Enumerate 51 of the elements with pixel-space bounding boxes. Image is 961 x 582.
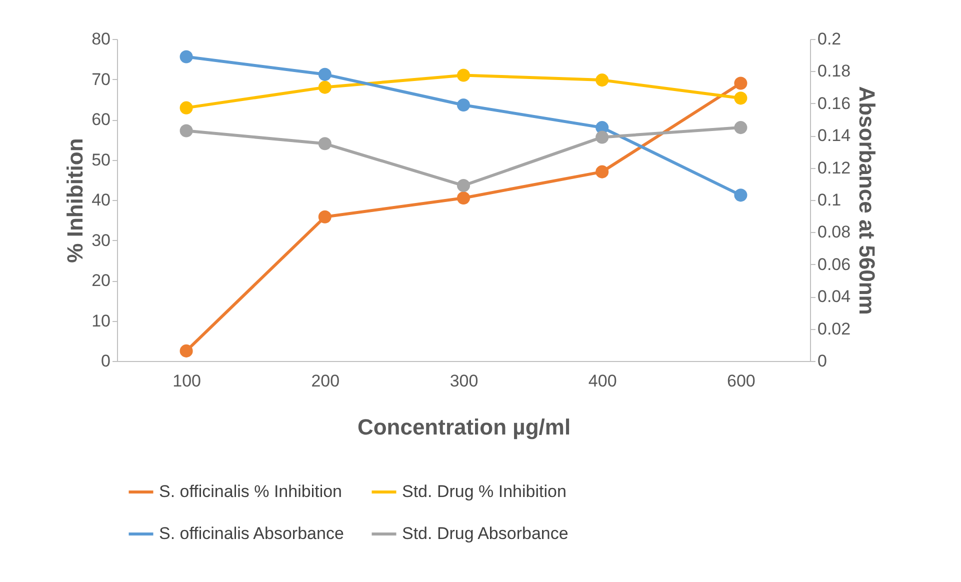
y2-tick-label: 0.14	[818, 126, 851, 146]
x-tick-label: 200	[311, 372, 340, 390]
point	[456, 68, 470, 82]
point	[318, 137, 332, 150]
y-tick-label: 60	[92, 110, 110, 129]
x-tick-label: 600	[727, 372, 756, 390]
x-tick-label: 100	[172, 372, 201, 390]
point	[734, 188, 748, 202]
y2-tick-label: 0.2	[818, 30, 842, 48]
legend-label: S. officinalis Absorbance	[159, 524, 344, 543]
y-tick-label: 0	[101, 352, 110, 370]
y-tick-label: 40	[92, 190, 110, 210]
legend-label: S. officinalis % Inhibition	[159, 482, 342, 501]
y2-tick-label: 0.18	[818, 62, 851, 81]
point	[734, 92, 748, 105]
point	[318, 80, 332, 94]
y-tick-label: 20	[92, 271, 110, 290]
point	[180, 101, 193, 114]
y2-axis-title: Absorbance at 560nm	[854, 86, 880, 315]
y2-tick-label: 0.06	[818, 254, 851, 274]
x-tick-label: 300	[450, 372, 478, 390]
y2-tick-label: 0.08	[818, 222, 851, 242]
point	[456, 179, 470, 192]
y2-tick-label: 0.1	[818, 190, 842, 210]
y-tick-label: 30	[92, 230, 110, 250]
x-tick-label: 400	[588, 372, 617, 390]
point	[456, 98, 470, 112]
y-tick-label: 10	[92, 311, 110, 330]
point	[180, 124, 193, 138]
y2-tick-label: 0.16	[818, 94, 851, 113]
y2-tick-label: 0	[818, 352, 827, 370]
point	[596, 74, 609, 87]
x-axis-title: Concentration µg/ml	[357, 414, 571, 440]
point	[734, 76, 748, 90]
y2-tick-label: 0.12	[818, 158, 851, 178]
point	[596, 130, 609, 144]
y-tick-label: 70	[92, 70, 110, 89]
legend-label: Std. Drug Absorbance	[402, 524, 568, 543]
legend-label: Std. Drug % Inhibition	[402, 482, 566, 501]
point	[318, 68, 332, 81]
point	[596, 165, 609, 178]
point	[180, 50, 193, 64]
point	[180, 344, 193, 358]
y-tick-label: 50	[92, 150, 110, 170]
point	[734, 121, 748, 134]
point	[456, 191, 470, 204]
y2-tick-label: 0.04	[818, 287, 851, 306]
y-tick-label: 80	[92, 30, 110, 48]
y2-tick-label: 0.02	[818, 319, 851, 338]
point	[318, 210, 332, 224]
y-axis-title: % Inhibition	[62, 138, 88, 263]
